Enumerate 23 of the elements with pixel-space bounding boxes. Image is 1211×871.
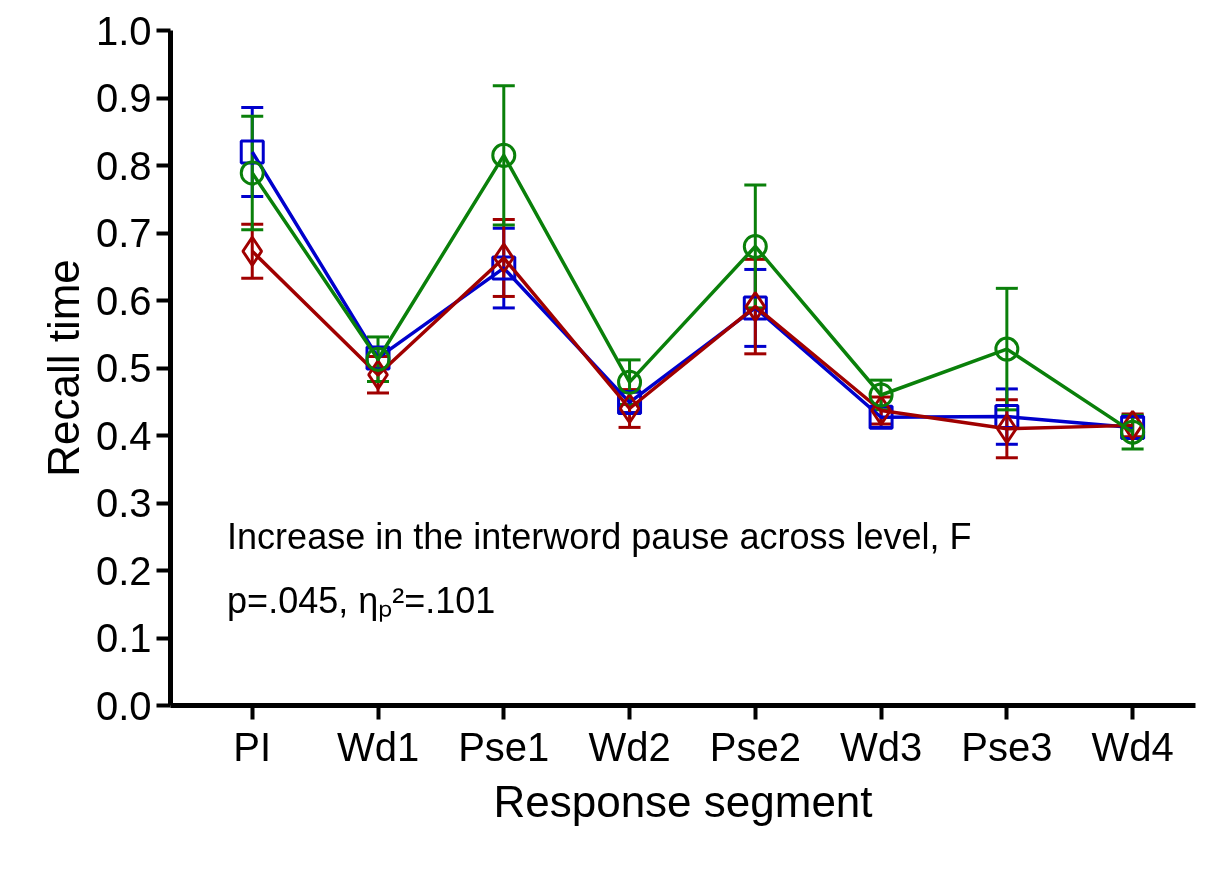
x-tick-label: Pse2 — [709, 724, 801, 769]
annotation: p=.045, ηₚ²=.101 — [227, 580, 496, 623]
annotation: Increase in the interword pause across level, F — [227, 516, 972, 558]
y-tick-label: 1.0 — [95, 8, 152, 53]
y-axis-title: Recall time — [38, 259, 88, 477]
x-tick-label: Pse3 — [961, 724, 1053, 769]
x-tick-label: Pse1 — [458, 724, 550, 769]
x-tick-label: Wd3 — [839, 724, 923, 769]
y-tick-label: 0.6 — [95, 278, 152, 323]
x-tick-label: Wd4 — [1091, 724, 1174, 769]
y-tick-label: 0.3 — [95, 481, 152, 525]
y-tick-label: 0.0 — [95, 683, 152, 728]
x-tick-label: Wd2 — [588, 724, 671, 769]
y-tick-label: 0.1 — [95, 616, 152, 660]
y-tick-label: 0.7 — [95, 211, 152, 255]
x-tick-label: Wd1 — [336, 724, 420, 769]
y-tick-label: 0.4 — [95, 413, 152, 458]
y-tick-label: 0.9 — [95, 76, 152, 120]
x-axis-title: Response segment — [493, 776, 873, 826]
y-tick-label: 0.8 — [95, 143, 152, 188]
y-tick-label: 0.2 — [95, 548, 152, 593]
y-tick-label: 0.5 — [95, 346, 152, 390]
x-tick-label: PI — [233, 724, 272, 769]
